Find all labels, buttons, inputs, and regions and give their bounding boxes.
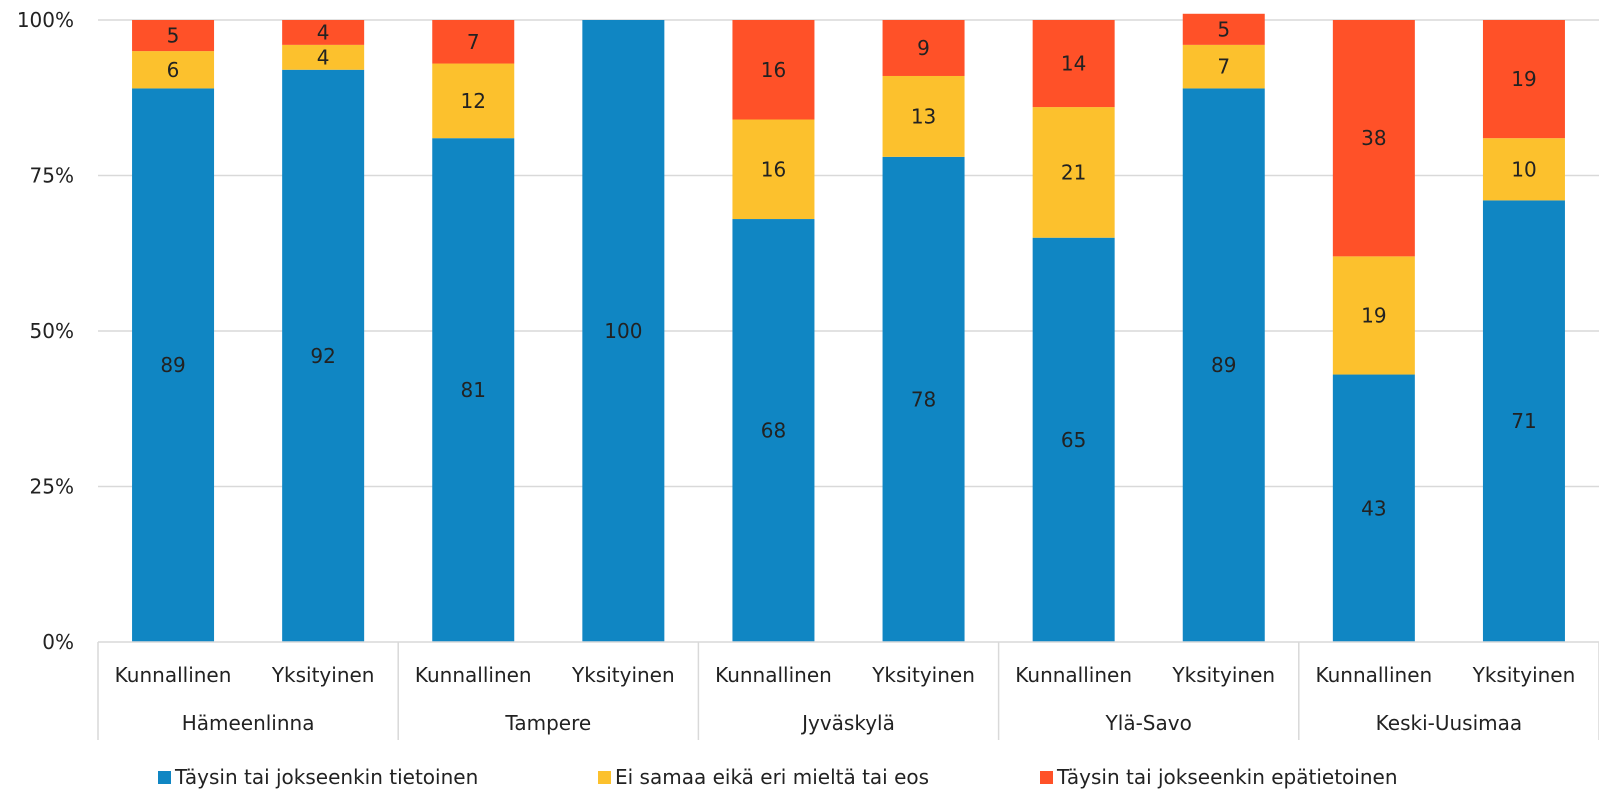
data-label: 21: [1061, 160, 1086, 184]
bar-segment: [732, 219, 815, 643]
bar-segment: [732, 20, 815, 120]
x-subcategory-label: Yksityinen: [271, 663, 375, 687]
data-label: 14: [1061, 52, 1086, 76]
x-subcategory-label: Kunnallinen: [1015, 663, 1132, 687]
data-label: 7: [467, 30, 480, 54]
legend-swatch: [1040, 771, 1053, 784]
x-group-label: Ylä-Savo: [1105, 711, 1192, 735]
legend-swatch: [598, 771, 611, 784]
bar-segment: [1332, 256, 1415, 375]
y-tick-label: 75%: [30, 164, 74, 188]
data-label: 81: [461, 378, 486, 402]
data-label: 100: [604, 319, 642, 343]
legend-label: Ei samaa eikä eri mieltä tai eos: [615, 765, 929, 789]
bar-segment: [282, 44, 365, 70]
x-group-label: Keski-Uusimaa: [1376, 711, 1522, 735]
data-label: 38: [1361, 126, 1386, 150]
x-subcategory-label: Yksityinen: [1472, 663, 1576, 687]
bar-segment: [132, 88, 215, 643]
bar-segment: [1482, 200, 1565, 642]
bar-segment: [882, 75, 965, 157]
bar-segment: [432, 20, 515, 64]
data-label: 5: [1217, 17, 1230, 41]
x-subcategory-label: Kunnallinen: [415, 663, 532, 687]
legend-swatch: [158, 771, 171, 784]
bar-segment: [282, 20, 365, 45]
bar-segment: [432, 63, 515, 139]
x-subcategory-label: Kunnallinen: [1315, 663, 1432, 687]
data-label: 6: [167, 58, 180, 82]
data-label: 5: [167, 24, 180, 48]
bar-segment: [582, 20, 665, 642]
data-label: 16: [761, 157, 786, 181]
y-tick-label: 25%: [30, 475, 74, 499]
data-label: 9: [917, 36, 930, 60]
x-subcategory-label: Kunnallinen: [715, 663, 832, 687]
data-label: 65: [1061, 428, 1086, 452]
x-subcategory-label: Yksityinen: [1171, 663, 1275, 687]
data-label: 71: [1511, 409, 1536, 433]
legend-label: Täysin tai jokseenkin epätietoinen: [1056, 765, 1398, 789]
data-label: 7: [1217, 55, 1230, 79]
legend: Täysin tai jokseenkin tietoinen Ei samaa …: [158, 765, 1398, 789]
data-label: 43: [1361, 496, 1386, 520]
bar-segment: [132, 20, 215, 52]
data-label: 89: [160, 353, 185, 377]
bar-segment: [1182, 13, 1265, 45]
bar-segment: [732, 119, 815, 220]
bar-segment: [882, 20, 965, 76]
bar-segment: [432, 138, 515, 642]
bar-segment: [1182, 44, 1265, 89]
bar-segment: [1032, 20, 1115, 108]
data-label: 92: [310, 344, 335, 368]
x-subcategory-label: Kunnallinen: [115, 663, 232, 687]
data-label: 19: [1511, 67, 1536, 91]
y-tick-label: 50%: [30, 319, 74, 343]
data-label: 4: [317, 20, 330, 44]
bar-segment: [1482, 138, 1565, 201]
bars: 8965924481127100681616781396521148975431…: [132, 13, 1565, 643]
y-tick-label: 100%: [17, 8, 74, 32]
bar-segment: [1332, 20, 1415, 257]
data-label: 19: [1361, 303, 1386, 327]
bar-segment: [1032, 107, 1115, 238]
data-label: 16: [761, 58, 786, 82]
bar-segment: [1332, 374, 1415, 642]
bar-segment: [132, 51, 215, 89]
data-label: 68: [761, 419, 786, 443]
x-group-label: Hämeenlinna: [182, 711, 315, 735]
bar-segment: [1182, 88, 1265, 643]
x-subcategory-label: Yksityinen: [571, 663, 675, 687]
data-label: 12: [461, 89, 486, 113]
x-group-label: Tampere: [504, 711, 591, 735]
y-tick-label: 0%: [42, 630, 74, 654]
data-label: 78: [911, 387, 936, 411]
bar-segment: [1032, 237, 1115, 642]
data-label: 89: [1211, 353, 1236, 377]
x-axis: Kunnallinen Yksityinen Kunnallinen Yksityin…: [97, 641, 1599, 740]
data-label: 4: [317, 45, 330, 69]
bar-segment: [1482, 20, 1565, 139]
y-axis: 0% 25% 50% 75% 100%: [17, 8, 74, 654]
bar-segment: [882, 156, 965, 642]
x-subcategory-label: Yksityinen: [871, 663, 975, 687]
legend-label: Täysin tai jokseenkin tietoinen: [174, 765, 478, 789]
data-label: 13: [911, 104, 936, 128]
x-group-label: Jyväskylä: [800, 711, 895, 735]
data-label: 10: [1511, 157, 1536, 181]
bar-segment: [282, 69, 365, 642]
